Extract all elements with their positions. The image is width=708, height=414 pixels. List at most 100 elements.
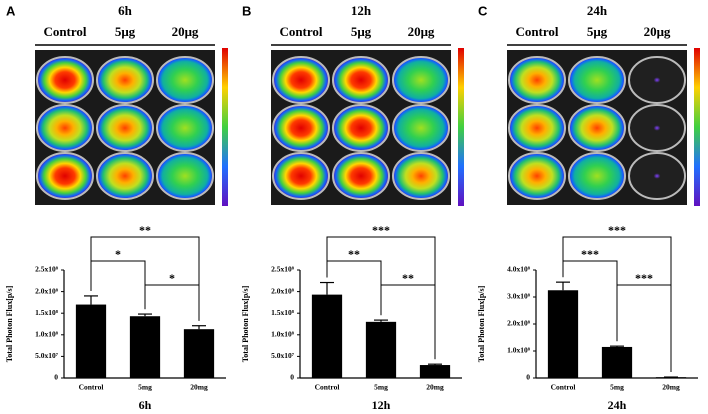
well (36, 152, 94, 200)
column-label: Control (515, 24, 558, 39)
x-axis-label: 12h (372, 398, 391, 412)
y-tick-label: 5.0x10⁷ (35, 351, 59, 360)
well (36, 56, 94, 104)
well (36, 104, 94, 152)
panel-title: 6h (118, 3, 133, 18)
well (272, 56, 330, 104)
y-tick-label: 3.0x10⁸ (507, 292, 531, 301)
significance-bracket (616, 284, 672, 373)
y-tick-label: 1.0x10⁸ (507, 346, 531, 355)
y-tick-label: 1.5x10⁸ (35, 308, 59, 317)
bar (129, 316, 161, 378)
well (568, 152, 626, 200)
well (568, 104, 626, 152)
significance-label: *** (581, 247, 599, 261)
significance-bracket (90, 260, 146, 310)
bar (365, 321, 397, 378)
well (332, 104, 390, 152)
y-tick-label: 0 (526, 373, 530, 382)
well (392, 104, 450, 152)
well (508, 56, 566, 104)
bar (601, 346, 633, 378)
significance-label: ** (402, 271, 414, 285)
significance-label: ** (139, 223, 151, 237)
y-tick-label: 5.0x10⁷ (271, 351, 295, 360)
well (156, 56, 214, 104)
column-label: 5μg (115, 24, 136, 39)
x-tick-label: 20mg (190, 383, 208, 392)
well (156, 104, 214, 152)
x-axis-label: 24h (608, 398, 627, 412)
y-tick-label: 0 (54, 373, 58, 382)
significance-label: ** (348, 247, 360, 261)
x-tick-label: 20mg (662, 383, 680, 392)
y-axis-label: Total Photon Flux[p/s] (5, 285, 14, 362)
column-label: 20μg (172, 24, 199, 39)
well (272, 152, 330, 200)
bar (311, 294, 343, 378)
bar (547, 290, 579, 378)
y-tick-label: 2.0x10⁸ (271, 286, 295, 295)
y-tick-label: 2.5x10⁸ (35, 265, 59, 274)
well (508, 152, 566, 200)
bar (419, 365, 451, 378)
y-tick-label: 1.0x10⁸ (271, 330, 295, 339)
bar (183, 329, 215, 378)
x-tick-label: Control (315, 383, 340, 392)
y-tick-label: 1.0x10⁸ (35, 330, 59, 339)
significance-label: *** (635, 271, 653, 285)
significance-label: * (115, 247, 121, 261)
column-label: 5μg (351, 24, 372, 39)
panel-title: 12h (351, 3, 372, 18)
well (392, 56, 450, 104)
column-label: 20μg (408, 24, 435, 39)
y-tick-label: 4.0x10⁸ (507, 265, 531, 274)
x-tick-label: 5mg (374, 383, 388, 392)
y-tick-label: 1.5x10⁸ (271, 308, 295, 317)
y-axis-label: Total Photon Flux[p/s] (241, 285, 250, 362)
significance-label: *** (372, 223, 390, 237)
y-axis-label: Total Photon Flux[p/s] (477, 285, 486, 362)
well (332, 56, 390, 104)
well (96, 104, 154, 152)
well (628, 152, 686, 200)
significance-bracket (144, 284, 200, 321)
y-tick-label: 2.0x10⁸ (35, 286, 59, 295)
y-tick-label: 2.0x10⁸ (507, 319, 531, 328)
y-tick-label: 2.5x10⁸ (271, 265, 295, 274)
x-axis-label: 6h (139, 398, 152, 412)
x-tick-label: 5mg (610, 383, 624, 392)
panel-label: B (242, 3, 251, 18)
well (628, 104, 686, 152)
column-label: 20μg (644, 24, 671, 39)
well (156, 152, 214, 200)
well (628, 56, 686, 104)
x-tick-label: Control (551, 383, 576, 392)
column-label: 5μg (587, 24, 608, 39)
x-tick-label: 5mg (138, 383, 152, 392)
significance-label: *** (608, 223, 626, 237)
well (508, 104, 566, 152)
color-scale (694, 48, 700, 206)
panel-title: 24h (587, 3, 608, 18)
panel-label: A (6, 3, 16, 18)
significance-label: * (169, 271, 175, 285)
bar (75, 304, 107, 378)
x-tick-label: 20mg (426, 383, 444, 392)
well (272, 104, 330, 152)
panel-label: C (478, 3, 488, 18)
well (96, 56, 154, 104)
column-label: Control (43, 24, 86, 39)
y-tick-label: 0 (290, 373, 294, 382)
well (96, 152, 154, 200)
significance-bracket (380, 284, 436, 360)
color-scale (222, 48, 228, 206)
well (392, 152, 450, 200)
color-scale (458, 48, 464, 206)
well (332, 152, 390, 200)
x-tick-label: Control (79, 383, 104, 392)
column-label: Control (279, 24, 322, 39)
well (568, 56, 626, 104)
